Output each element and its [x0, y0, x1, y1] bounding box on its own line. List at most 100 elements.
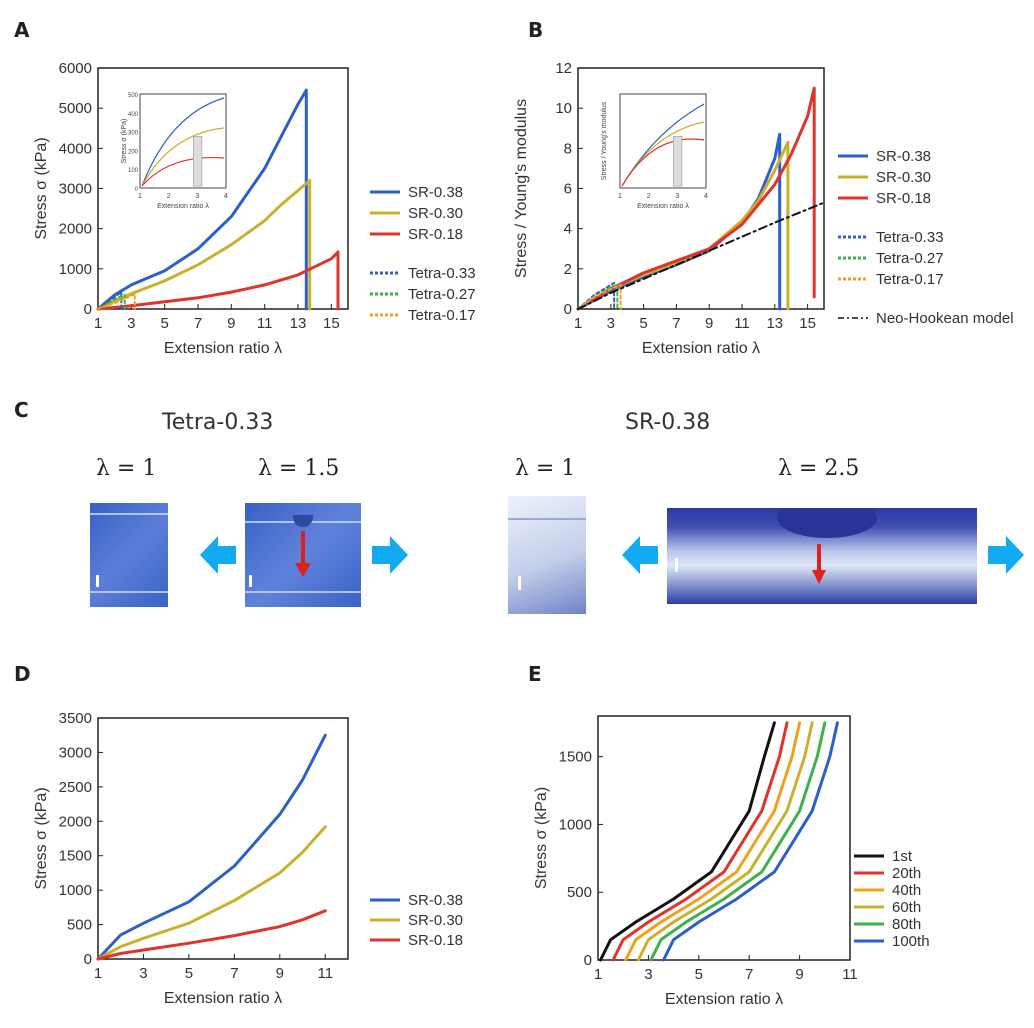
x-tick-label: 9	[276, 965, 284, 982]
series-line-neo-hookean-model	[577, 201, 825, 310]
inset-y-tick-label: 300	[128, 131, 139, 137]
inset-y-tick-label: 500	[128, 93, 139, 99]
inset-y-axis-label: Stress σ (kPa)	[121, 119, 128, 164]
inset-y-tick-label: 400	[128, 112, 139, 118]
legend-label: 1st	[892, 848, 913, 865]
x-axis-label: Extension ratio λ	[665, 991, 783, 1008]
legend-label: SR-0.30	[876, 169, 931, 186]
legend-label: Neo-Hookean model	[876, 310, 1014, 327]
y-tick-label: 4000	[59, 140, 92, 157]
x-tick-label: 9	[227, 315, 235, 332]
x-tick-label: 11	[842, 966, 858, 983]
x-tick-label: 5	[639, 315, 647, 332]
panel-label-e: E	[528, 662, 542, 686]
y-tick-label: 3500	[59, 710, 92, 727]
tetra-photo-relaxed	[90, 503, 168, 607]
y-tick-label: 3000	[59, 744, 92, 761]
lambda-label-tetra-1: λ = 1	[96, 456, 157, 481]
sr-photo-relaxed	[508, 496, 586, 614]
y-tick-label: 2	[564, 261, 572, 278]
x-axis-label: Extension ratio λ	[164, 340, 282, 357]
series-line-sr-0-38	[96, 88, 308, 311]
series-line-20th	[611, 721, 789, 962]
inset-curve	[141, 156, 225, 187]
y-tick-label: 0	[84, 951, 92, 968]
y-tick-label: 0	[84, 301, 92, 318]
y-tick-label: 6000	[59, 60, 92, 77]
lambda-label-sr-2-5: λ = 2.5	[778, 456, 860, 481]
y-tick-label: 2500	[59, 779, 92, 796]
stretch-right-arrow-icon	[372, 536, 408, 574]
y-axis-label: Stress σ (kPa)	[33, 137, 50, 239]
y-tick-label: 0	[584, 952, 592, 969]
legend-label: SR-0.18	[408, 226, 463, 243]
y-tick-label: 1000	[559, 816, 592, 833]
panel-label-d: D	[14, 662, 31, 686]
panel-label-a: A	[14, 18, 30, 42]
y-tick-label: 4	[564, 221, 572, 238]
x-tick-label: 9	[705, 315, 713, 332]
inset-x-tick-label: 1	[138, 193, 142, 200]
series-line-60th	[636, 721, 814, 962]
x-tick-label: 3	[644, 966, 652, 983]
legend-label: SR-0.18	[876, 190, 931, 207]
inset-curve	[141, 97, 225, 187]
x-tick-label: 3	[607, 315, 615, 332]
sr-photo-stretched	[667, 508, 977, 604]
y-tick-label: 12	[555, 60, 572, 77]
lambda-label-sr-1: λ = 1	[515, 456, 576, 481]
x-tick-label: 11	[317, 965, 333, 982]
series-line-100th	[662, 721, 839, 962]
x-axis-label: Extension ratio λ	[164, 990, 282, 1007]
inset-y-tick-label: 100	[128, 168, 139, 174]
x-axis-label: Extension ratio λ	[642, 340, 760, 357]
legend-label: SR-0.18	[408, 932, 463, 949]
legend-label: SR-0.38	[876, 148, 931, 165]
crack-arrow-icon	[295, 531, 311, 577]
stretch-left-arrow-icon	[200, 536, 236, 574]
panel-label-c: C	[14, 398, 29, 422]
x-tick-label: 13	[766, 315, 783, 332]
inset-x-tick-label: 2	[647, 193, 651, 200]
y-tick-label: 1000	[59, 261, 92, 278]
x-tick-label: 9	[795, 966, 803, 983]
legend-label: SR-0.38	[408, 184, 463, 201]
tetra-title: Tetra-0.33	[162, 410, 274, 435]
chart-d: 1 3 5 7 9 11 0 500 1000 1500 2000 2500 3000 3500 Exten…	[33, 710, 463, 1007]
legend-label: Tetra-0.33	[408, 265, 476, 282]
inset-y-axis-label: Stress / Young's modulus	[601, 101, 608, 180]
x-tick-label: 11	[257, 315, 273, 332]
y-tick-label: 1500	[59, 848, 92, 865]
legend-label: Tetra-0.17	[876, 271, 944, 288]
inset-curve	[621, 138, 705, 187]
inset-x-tick-label: 3	[195, 193, 199, 200]
y-tick-label: 10	[555, 100, 572, 117]
inset-x-tick-label: 3	[675, 193, 679, 200]
x-tick-label: 5	[160, 315, 168, 332]
x-tick-label: 7	[745, 966, 753, 983]
y-tick-label: 5000	[59, 100, 92, 117]
y-tick-label: 1500	[559, 749, 592, 766]
x-tick-label: 7	[230, 965, 238, 982]
legend-label: Tetra-0.27	[408, 286, 476, 303]
inset-x-axis-label: Extension ratio λ	[157, 203, 209, 210]
y-tick-label: 2000	[59, 813, 92, 830]
series-line-tetra-0-27	[97, 293, 126, 310]
x-tick-label: 13	[290, 315, 307, 332]
inset-x-tick-label: 2	[167, 193, 171, 200]
inset-x-tick-label: 4	[704, 193, 708, 200]
legend-label: Tetra-0.33	[876, 229, 944, 246]
legend-label: 60th	[892, 899, 921, 916]
inset-frame	[619, 93, 707, 189]
inset-x-tick-label: 4	[224, 193, 228, 200]
chart-a: 1 3 5 7 9 11 13 150100020003000400050006000Exte…	[33, 60, 476, 357]
legend-label: 100th	[892, 933, 930, 950]
legend-label: Tetra-0.27	[876, 250, 944, 267]
x-tick-label: 3	[127, 315, 135, 332]
y-tick-label: 1000	[59, 882, 92, 899]
series-line-tetra-0-17	[577, 283, 622, 310]
legend-label: Tetra-0.17	[408, 307, 476, 324]
inset-y-tick-label: 0	[135, 187, 139, 193]
inset-x-tick-label: 1	[618, 193, 622, 200]
